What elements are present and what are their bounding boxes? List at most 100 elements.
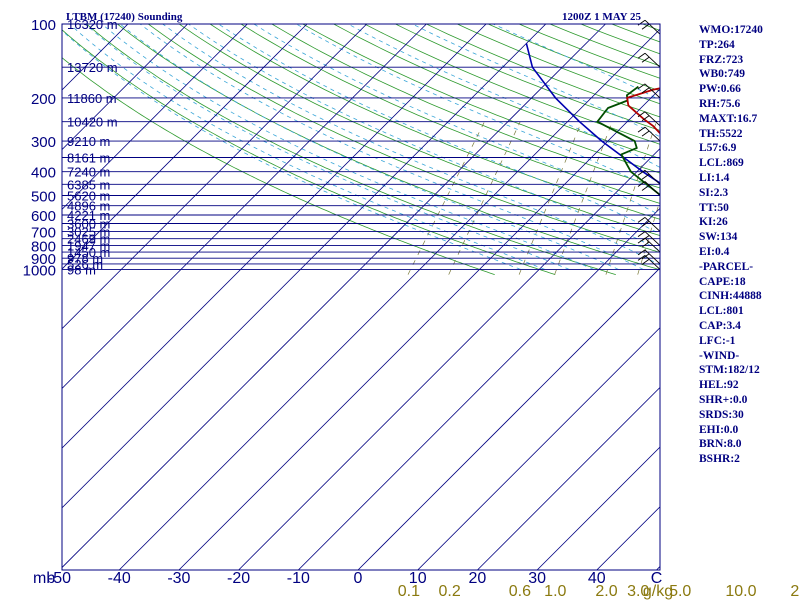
dry-adiabat-line bbox=[271, 24, 660, 189]
height-label: 2469 m bbox=[67, 232, 110, 247]
index-item: HEL:92 bbox=[699, 379, 739, 392]
axis-labels: 16320 m 13720 m 11860 m 10420 m 9210 m 8161 m… bbox=[23, 17, 800, 600]
pressure-tick-label: 300 bbox=[31, 134, 56, 151]
index-item: MAXT:16.7 bbox=[699, 112, 758, 125]
pressure-tick-label: 700 bbox=[31, 224, 56, 241]
height-label: 13720 m bbox=[67, 60, 118, 75]
index-item: KI:26 bbox=[699, 216, 728, 229]
temperature-tick-label: 30 bbox=[528, 570, 546, 587]
isotherm-line bbox=[477, 386, 660, 570]
isotherm-line bbox=[357, 267, 660, 570]
pressure-tick-label: 100 bbox=[31, 17, 56, 34]
index-item: FRZ:723 bbox=[699, 53, 744, 66]
height-label: 978 m bbox=[67, 251, 103, 266]
mixing-ratio-line bbox=[637, 199, 660, 275]
isotherm-line bbox=[62, 24, 367, 330]
plot-frame bbox=[61, 23, 661, 571]
index-item: WMO:17240 bbox=[699, 24, 763, 36]
temperature-tick-label: 40 bbox=[588, 570, 606, 587]
index-item: EHI:0.0 bbox=[699, 423, 739, 436]
index-item: SRDS:30 bbox=[699, 408, 744, 421]
wind-barb bbox=[637, 52, 661, 68]
index-item: WB0:749 bbox=[699, 68, 745, 81]
temperature-tick-label: 10 bbox=[409, 570, 427, 587]
pressure-tick-label: 200 bbox=[31, 91, 56, 108]
isotherm-line bbox=[62, 24, 427, 389]
isotherm-line bbox=[62, 24, 248, 210]
mixing-ratio-label: 2.0 bbox=[595, 583, 617, 600]
dry-adiabat-line bbox=[332, 24, 660, 159]
height-label: 11860 m bbox=[67, 91, 117, 106]
index-item: L57:6.9 bbox=[699, 142, 737, 155]
height-label: 526 m bbox=[67, 257, 103, 272]
temperature-tick-label: -10 bbox=[287, 570, 310, 587]
mixing-ratio-label: g/kg bbox=[643, 583, 673, 600]
height-label: 6385 m bbox=[67, 177, 110, 192]
dry-adiabat-line bbox=[62, 57, 495, 275]
pressure-tick-label: 500 bbox=[31, 189, 56, 206]
pressure-tick-label: 600 bbox=[31, 208, 56, 225]
dry-adiabat-line bbox=[116, 24, 660, 271]
sounding-time: 1200Z 1 MAY 25 bbox=[562, 11, 641, 23]
index-item: -WIND- bbox=[699, 349, 740, 362]
temperature-tick-label: 0 bbox=[354, 570, 363, 587]
height-label: 8161 m bbox=[67, 151, 110, 166]
index-item: LI:1.4 bbox=[699, 171, 730, 184]
index-item: TH:5522 bbox=[699, 127, 743, 140]
wind-barb bbox=[637, 126, 661, 142]
index-item: BRN:8.0 bbox=[699, 438, 742, 451]
mixing-ratio-label: 10.0 bbox=[725, 583, 756, 600]
height-label: 1450 m bbox=[67, 245, 110, 260]
wind-barb bbox=[637, 83, 661, 99]
index-item: RH:75.6 bbox=[699, 97, 741, 110]
temperature-tick-label: -40 bbox=[108, 570, 131, 587]
temperature-tick-label: 20 bbox=[469, 570, 487, 587]
wind-barb bbox=[637, 181, 661, 196]
height-label: 3025 m bbox=[67, 224, 110, 239]
wind-barb bbox=[637, 237, 661, 253]
wind-barb bbox=[637, 255, 661, 270]
pressure-unit-label: mb bbox=[33, 570, 55, 587]
wind-barbs bbox=[637, 19, 661, 270]
mixing-ratio-line bbox=[554, 121, 613, 275]
isotherm-line bbox=[238, 148, 660, 570]
index-item: BSHR:2 bbox=[699, 453, 740, 466]
height-label: 9210 m bbox=[67, 134, 110, 149]
mixing-ratio-label: 20.0 bbox=[790, 583, 800, 600]
index-item: EI:0.4 bbox=[699, 245, 730, 258]
height-label: 4896 m bbox=[67, 199, 110, 214]
mixing-ratio-label: 1.0 bbox=[544, 583, 566, 600]
dry-adiabat-line bbox=[240, 24, 660, 204]
index-item: TP:264 bbox=[699, 38, 735, 51]
mixing-ratio-label: 0.2 bbox=[438, 583, 460, 600]
isotherm-line bbox=[298, 207, 660, 570]
mixing-ratio-label: 0.6 bbox=[509, 583, 531, 600]
height-label: 16320 m bbox=[67, 17, 118, 32]
height-label: 7240 m bbox=[67, 165, 110, 180]
wind-barb bbox=[637, 169, 661, 185]
isotherm-line bbox=[62, 24, 308, 270]
temperature-tick-label: -20 bbox=[227, 570, 250, 587]
index-item: CAP:3.4 bbox=[699, 319, 741, 332]
isotherm-line bbox=[417, 327, 660, 570]
temperature-tick-label: C bbox=[651, 570, 663, 587]
pressure-tick-label: 900 bbox=[31, 251, 56, 268]
dry-adiabat-line bbox=[394, 24, 660, 131]
wind-barb bbox=[637, 217, 661, 232]
index-item: SI:2.3 bbox=[699, 186, 729, 199]
index-item: LCL:869 bbox=[699, 157, 744, 170]
height-label: 10420 m bbox=[67, 115, 118, 130]
temperature-tick-label: -30 bbox=[167, 570, 190, 587]
sounding-indices: WMO:17240 TP:264 FRZ:723 WB0:749 PW:0.66 RH:7… bbox=[699, 23, 763, 467]
pressure-tick-label: 1000 bbox=[23, 262, 56, 279]
dry-adiabat-line bbox=[62, 29, 556, 275]
wind-barb bbox=[637, 111, 661, 127]
mixing-ratio-label: 3.0 bbox=[627, 583, 649, 600]
index-item: CAPE:18 bbox=[699, 275, 746, 288]
dry-adiabat-line bbox=[85, 24, 616, 275]
dry-adiabat-line bbox=[147, 24, 660, 253]
index-item: LCL:801 bbox=[699, 305, 744, 318]
isotherm-line bbox=[62, 24, 547, 509]
